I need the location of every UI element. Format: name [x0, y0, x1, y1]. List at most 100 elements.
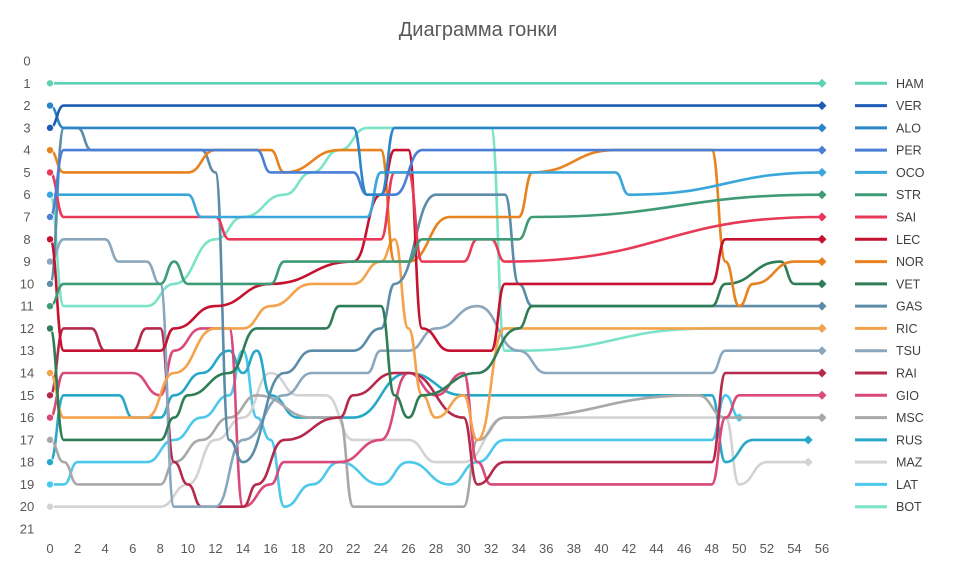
legend-item-tsu: TSU — [855, 344, 921, 358]
x-tick-label: 36 — [539, 541, 553, 556]
x-tick-label: 52 — [760, 541, 774, 556]
series-end-marker-vet — [817, 279, 827, 289]
series-start-marker-str — [46, 302, 55, 311]
y-tick-label: 6 — [23, 187, 30, 202]
series-start-marker-lec — [46, 235, 55, 244]
legend-label: TSU — [896, 344, 921, 358]
y-tick-label: 2 — [23, 98, 30, 113]
legend-label: GIO — [896, 389, 919, 403]
y-tick-label: 16 — [20, 410, 34, 425]
series-end-marker-msc — [817, 413, 827, 423]
y-tick-label: 0 — [23, 54, 30, 69]
legend-item-rus: RUS — [855, 433, 922, 447]
legend-label: LAT — [896, 478, 918, 492]
series-end-marker-nor — [817, 257, 827, 267]
x-tick-label: 12 — [208, 541, 222, 556]
series-start-marker-lat — [46, 480, 55, 489]
series-end-marker-lec — [817, 234, 827, 244]
x-tick-label: 34 — [511, 541, 525, 556]
x-axis-ticks: 0 2 4 6 8 10 12 14 16 18 20 22 24 26 28 30 32 34 36 38 40 42 4… — [46, 541, 829, 556]
y-tick-label: 14 — [20, 366, 34, 381]
series-line-gio — [48, 327, 824, 508]
legend-item-gas: GAS — [855, 300, 922, 314]
series-start-marker-ver — [46, 123, 55, 132]
series-start-marker-msc — [46, 435, 55, 444]
legend-item-vet: VET — [855, 277, 921, 291]
x-tick-label: 18 — [291, 541, 305, 556]
x-tick-label: 50 — [732, 541, 746, 556]
x-tick-label: 32 — [484, 541, 498, 556]
series-start-marker-oco — [46, 190, 55, 199]
y-tick-label: 21 — [20, 522, 34, 537]
series-end-marker-per — [817, 145, 827, 155]
x-tick-label: 26 — [401, 541, 415, 556]
series-end-marker-str — [817, 190, 827, 200]
legend-item-nor: NOR — [855, 255, 924, 269]
x-tick-label: 4 — [102, 541, 109, 556]
legend-label: MAZ — [896, 456, 923, 470]
legend-label: NOR — [896, 255, 924, 269]
y-tick-label: 12 — [20, 321, 34, 336]
x-tick-label: 40 — [594, 541, 608, 556]
series-start-marker-ric — [46, 368, 55, 377]
legend-item-lec: LEC — [855, 233, 920, 247]
series-line-oco — [48, 171, 824, 219]
series-end-marker-rai — [817, 368, 827, 378]
legend-item-per: PER — [855, 144, 922, 158]
legend-label: RIC — [896, 322, 918, 336]
legend-item-msc: MSC — [855, 411, 924, 425]
y-tick-label: 19 — [20, 477, 34, 492]
y-tick-label: 4 — [23, 143, 30, 158]
series-end-marker-maz — [803, 457, 813, 467]
series-start-marker-gio — [46, 413, 55, 422]
x-tick-label: 28 — [429, 541, 443, 556]
series-line-sai — [48, 171, 824, 263]
legend-item-gio: GIO — [855, 389, 919, 403]
x-tick-label: 24 — [374, 541, 388, 556]
legend-label: OCO — [896, 166, 925, 180]
legend-label: BOT — [896, 500, 922, 514]
series-start-marker-alo — [46, 101, 55, 110]
legend-label: RUS — [896, 433, 922, 447]
legend-item-oco: OCO — [855, 166, 925, 180]
x-tick-label: 48 — [704, 541, 718, 556]
legend-item-str: STR — [855, 188, 921, 202]
x-tick-label: 6 — [129, 541, 136, 556]
y-tick-label: 1 — [23, 76, 30, 91]
x-tick-label: 10 — [181, 541, 195, 556]
series-line-per — [48, 148, 824, 219]
series-line-vet — [48, 260, 824, 442]
series-start-marker-ham — [46, 79, 55, 88]
x-tick-label: 46 — [677, 541, 691, 556]
series-start-marker-vet — [46, 324, 55, 333]
x-tick-label: 0 — [46, 541, 53, 556]
series-line-alo — [48, 104, 824, 196]
series-end-marker-alo — [817, 123, 827, 133]
y-tick-label: 13 — [20, 343, 34, 358]
legend-item-ver: VER — [855, 99, 922, 113]
legend-item-maz: MAZ — [855, 456, 923, 470]
y-tick-label: 20 — [20, 499, 34, 514]
x-tick-label: 38 — [567, 541, 581, 556]
series-line-lec — [48, 148, 824, 353]
legend-label: ALO — [896, 121, 921, 135]
legend-label: HAM — [896, 77, 924, 91]
x-tick-label: 2 — [74, 541, 81, 556]
series-end-marker-gas — [817, 301, 827, 311]
x-tick-label: 30 — [456, 541, 470, 556]
series-start-marker-sai — [46, 168, 55, 177]
legend-item-lat: LAT — [855, 478, 918, 492]
legend-label: PER — [896, 144, 922, 158]
series-line-tsu — [48, 238, 824, 509]
legend-label: SAI — [896, 211, 916, 225]
x-tick-label: 44 — [649, 541, 663, 556]
legend: HAM VER ALO PER OCO STR SAI LEC NOR VET GAS RIC TSU R… — [855, 77, 925, 514]
legend-label: RAI — [896, 367, 917, 381]
series-start-marker-per — [46, 212, 55, 221]
x-tick-label: 20 — [318, 541, 332, 556]
x-tick-label: 22 — [346, 541, 360, 556]
legend-item-ric: RIC — [855, 322, 918, 336]
